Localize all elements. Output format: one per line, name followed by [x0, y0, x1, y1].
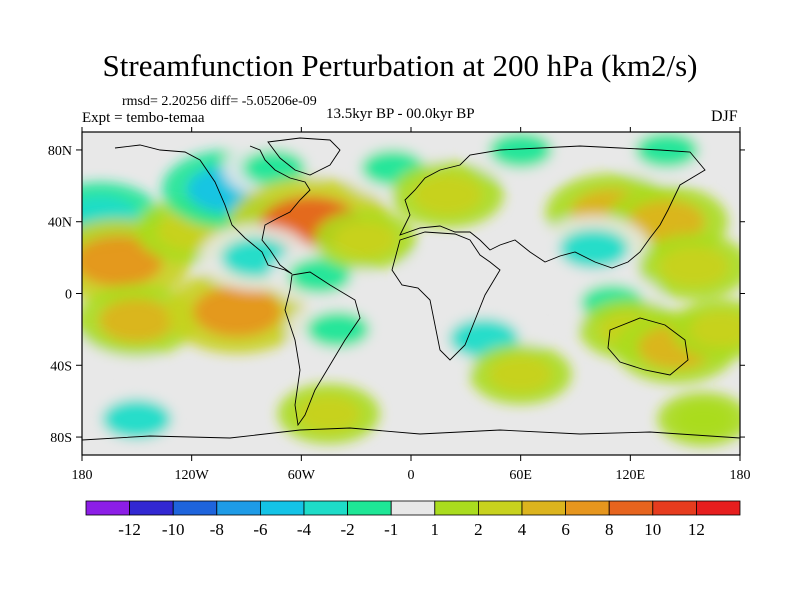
colorbar-swatch [696, 500, 741, 516]
x-tick-label: 0 [408, 468, 415, 483]
x-axis: 180 120W 60W 0 60E 120E 180 [72, 127, 751, 483]
anomaly-core-30 [675, 402, 732, 436]
anomaly-core-25 [659, 246, 729, 287]
anomaly-core-23 [635, 132, 699, 168]
colorbar: -12 -10 -8 -6 -4 -2 -1 1 2 4 6 8 10 12 [85, 500, 741, 539]
colorbar-swatch [347, 500, 392, 516]
colorbar-swatch [390, 500, 436, 516]
colorbar-swatch [259, 500, 305, 516]
stats-text: rmsd= 2.20256 diff= -5.05206e-09 [122, 94, 317, 109]
colorbar-label: -8 [210, 520, 224, 539]
anomaly-core-24 [559, 228, 629, 269]
coast-africa [391, 231, 501, 361]
anomaly-core-20 [489, 356, 553, 393]
colorbar-swatch [85, 500, 130, 516]
x-tick-label: 60E [509, 468, 532, 483]
colorbar-swatch [172, 500, 218, 516]
colorbar-label: 8 [605, 520, 614, 539]
y-tick-label: 40S [50, 359, 72, 374]
y-tick-label: 80N [48, 144, 72, 159]
anomaly-core-14 [306, 311, 370, 348]
y-tick-label: 40N [48, 216, 72, 231]
colorbar-swatch [652, 500, 697, 516]
x-tick-label: 120E [616, 468, 646, 483]
anomaly-core-15 [297, 395, 361, 432]
x-tick-label: 120W [175, 468, 210, 483]
colorbar-label: -4 [297, 520, 312, 539]
colorbar-label: 2 [474, 520, 483, 539]
anomaly-core-5 [193, 286, 282, 337]
anomaly-core-16 [412, 175, 483, 215]
colorbar-label: 6 [561, 520, 570, 539]
colorbar-label: -12 [118, 520, 141, 539]
anomaly-core-29 [690, 311, 740, 348]
anomaly-core-18 [419, 259, 476, 292]
colorbar-swatch [216, 500, 261, 516]
map-panel [81, 131, 741, 456]
colorbar-label: -2 [341, 520, 355, 539]
colorbar-swatch [303, 500, 348, 516]
anomaly-core-17 [489, 132, 553, 168]
x-tick-label: 60W [288, 468, 316, 483]
coast-south-america [284, 271, 361, 427]
x-tick-label: 180 [72, 468, 93, 483]
x-tick-label: 180 [730, 468, 751, 483]
y-axis: 80N 40N 0 40S 80S [48, 144, 745, 446]
colorbar-label: -6 [253, 520, 267, 539]
coastlines [82, 137, 740, 441]
anomaly-core-1 [82, 236, 163, 287]
colorbar-label: 4 [518, 520, 527, 539]
plot-title: Streamfunction Perturbation at 200 hPa (… [102, 48, 698, 83]
anomaly-core-12 [333, 221, 397, 258]
coast-australia [607, 317, 689, 376]
colorbar-label: -10 [162, 520, 185, 539]
colorbar-swatch [129, 500, 174, 516]
colorbar-swatch [521, 500, 566, 516]
anomaly-core-8 [242, 149, 306, 186]
period-label: 13.5kyr BP - 00.0kyr BP [326, 106, 475, 122]
anomaly-core-22 [629, 200, 705, 244]
experiment-label: Expt = tembo-temaa [82, 110, 205, 126]
coast-north-america [114, 144, 311, 275]
colorbar-swatch [608, 500, 654, 516]
y-tick-label: 80S [50, 431, 72, 446]
anomaly-core-3 [99, 298, 175, 343]
colorbar-label: 10 [644, 520, 661, 539]
y-tick-label: 0 [65, 288, 72, 303]
anomaly-core-6 [102, 399, 172, 439]
colorbar-label: 12 [688, 520, 705, 539]
colorbar-label: -1 [384, 520, 398, 539]
colorbar-label: 1 [431, 520, 440, 539]
colorbar-swatch [565, 500, 610, 516]
anomaly-field [82, 132, 740, 453]
colorbar-swatch [434, 500, 479, 516]
season-label: DJF [711, 108, 738, 125]
anomaly-core-11 [288, 257, 352, 294]
colorbar-swatch [477, 500, 523, 516]
coast-europe-asia [399, 145, 706, 269]
coast-greenland [267, 137, 341, 176]
coast-antarctica [82, 427, 740, 441]
